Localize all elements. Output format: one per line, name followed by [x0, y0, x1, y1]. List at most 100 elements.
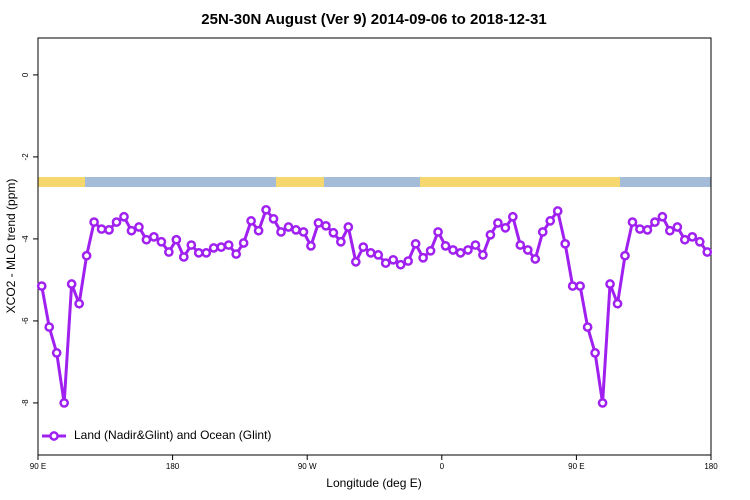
data-point	[328, 227, 339, 238]
data-point	[560, 238, 571, 249]
data-point	[590, 348, 600, 358]
data-point	[156, 236, 167, 247]
data-point	[440, 241, 451, 251]
data-point	[403, 256, 413, 266]
x-axis-label: Longitude (deg E)	[326, 476, 421, 490]
data-point	[336, 236, 346, 247]
y-tick-label: -4	[21, 235, 30, 243]
data-point	[164, 247, 174, 257]
data-point	[119, 211, 129, 222]
data-point	[134, 222, 144, 232]
data-point	[231, 249, 242, 259]
x-tick-label: 180	[704, 462, 718, 471]
data-point	[650, 217, 660, 227]
land-band	[276, 177, 324, 187]
legend-label: Land (Nadir&Glint) and Ocean (Glint)	[74, 428, 271, 442]
land-band	[38, 177, 85, 187]
data-point	[410, 238, 421, 249]
data-point	[111, 217, 122, 227]
x-tick-label: 180	[166, 462, 180, 471]
data-point	[657, 211, 668, 222]
land-ocean-strip	[38, 177, 711, 187]
chart-title: 25N-30N August (Ver 9) 2014-09-06 to 201…	[201, 11, 546, 28]
data-point	[104, 225, 114, 235]
data-point	[612, 298, 623, 309]
data-point	[283, 222, 294, 232]
data-point	[470, 240, 481, 250]
land-band	[420, 177, 620, 187]
data-point	[448, 245, 458, 255]
data-point	[373, 250, 384, 260]
data-point	[522, 245, 533, 255]
data-point	[149, 232, 159, 242]
data-point	[395, 259, 406, 270]
x-tick-label: 90 W	[298, 462, 317, 471]
data-point	[291, 225, 301, 235]
ocean-band	[38, 177, 711, 187]
data-point	[81, 250, 92, 261]
data-point	[679, 234, 690, 245]
data-point	[321, 220, 331, 231]
series-line	[40, 206, 709, 404]
data-point	[500, 222, 511, 233]
data-point	[186, 240, 197, 250]
data-point	[694, 236, 705, 247]
y-tick-label: -2	[21, 153, 30, 161]
data-point	[493, 218, 503, 228]
y-tick-label: -8	[21, 399, 30, 407]
data-point	[672, 222, 683, 232]
data-point	[515, 240, 526, 250]
data-point	[642, 225, 653, 235]
x-tick-label: 90 E	[568, 462, 584, 471]
data-point	[141, 234, 152, 245]
data-point	[178, 252, 189, 262]
data-point	[126, 225, 137, 236]
data-point	[485, 229, 496, 240]
data-point	[552, 206, 563, 216]
data-point	[253, 225, 264, 236]
data-point	[74, 298, 84, 309]
data-point	[313, 218, 324, 228]
y-axis-label: XCO2 - MLO trend (ppm)	[4, 179, 18, 314]
data-point	[388, 254, 399, 265]
data-point	[605, 279, 615, 289]
data-point	[261, 204, 271, 215]
data-point	[89, 217, 99, 227]
x-tick-label: 0	[440, 462, 445, 471]
data-point	[597, 398, 608, 408]
data-point	[425, 245, 436, 256]
data-point	[567, 281, 578, 291]
data-point	[582, 322, 593, 332]
data-point	[36, 281, 47, 291]
data-point	[343, 222, 354, 232]
data-point	[298, 227, 309, 237]
plot-frame	[37, 37, 712, 456]
data-point	[687, 232, 698, 242]
x-tick-label: 90 E	[30, 462, 46, 471]
data-point	[702, 247, 713, 257]
data-point	[276, 227, 286, 237]
data-point	[246, 216, 256, 226]
data-point	[627, 217, 638, 227]
data-point	[455, 248, 466, 258]
data-point	[545, 216, 556, 226]
data-point	[350, 257, 361, 267]
data-point	[418, 252, 428, 263]
data-point	[507, 211, 518, 222]
data-point	[171, 234, 182, 245]
data-point	[478, 250, 488, 260]
data-point	[216, 242, 227, 252]
data-point	[365, 248, 376, 258]
data-point	[635, 224, 645, 234]
data-point	[268, 213, 279, 224]
data-point	[201, 248, 212, 258]
data-point	[59, 398, 70, 408]
data-point	[358, 242, 369, 252]
data-point	[66, 279, 77, 289]
y-tick-label: -6	[21, 317, 30, 325]
data-point	[433, 227, 443, 237]
data-point	[380, 258, 391, 268]
data-point	[208, 243, 219, 253]
data-point	[575, 281, 585, 291]
